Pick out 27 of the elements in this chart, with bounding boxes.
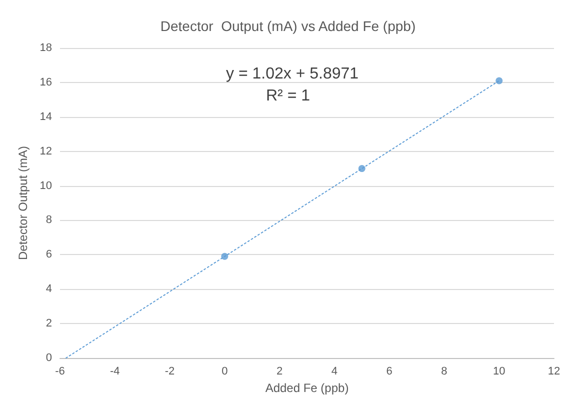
x-tick-label: 10 (492, 366, 506, 378)
x-tick-label: -4 (110, 366, 120, 378)
x-tick-label: 12 (548, 366, 560, 378)
x-tick-label: -2 (164, 366, 175, 378)
x-tick-label: 6 (386, 366, 392, 378)
x-tick-label: 8 (441, 366, 448, 378)
y-tick-label: 8 (46, 214, 52, 226)
x-tick-label: 4 (331, 366, 338, 378)
y-tick-label: 18 (40, 42, 52, 54)
x-tick-label: 0 (222, 366, 228, 378)
y-tick-label: 2 (46, 318, 52, 330)
y-tick-label: 0 (46, 352, 52, 364)
point (221, 252, 228, 260)
y-tick-label: 14 (40, 110, 52, 123)
x-tick-label: -6 (55, 366, 65, 378)
annotation: R² = 1 (266, 88, 310, 104)
y-axis-title: Detector Output (mA) (16, 146, 30, 260)
y-tick-label: 12 (40, 145, 52, 158)
y-tick-label: 16 (40, 76, 52, 88)
annotation: y = 1.02x + 5.8971 (226, 66, 359, 82)
chart-title: Detector Output (mA) vs Added Fe (ppb) (160, 18, 416, 34)
y-tick-label: 4 (46, 283, 52, 296)
y-tick-label: 10 (40, 180, 52, 192)
y-tick-label: 6 (46, 248, 52, 261)
x-axis-title: Added Fe (ppb) (265, 380, 349, 395)
point (496, 77, 503, 84)
x-tick-label: 2 (276, 366, 283, 378)
